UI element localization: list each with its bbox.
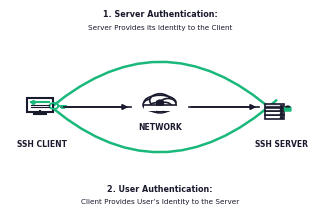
Text: 1. Server Authentication:: 1. Server Authentication: bbox=[103, 10, 217, 19]
Circle shape bbox=[150, 94, 170, 107]
FancyArrowPatch shape bbox=[46, 100, 276, 152]
FancyBboxPatch shape bbox=[27, 98, 53, 112]
FancyBboxPatch shape bbox=[284, 107, 291, 111]
FancyBboxPatch shape bbox=[156, 101, 164, 105]
Text: 2. User Authentication:: 2. User Authentication: bbox=[107, 185, 213, 194]
Text: SSH SERVER: SSH SERVER bbox=[255, 140, 308, 149]
Text: Server Provides its Identity to the Client: Server Provides its Identity to the Clie… bbox=[88, 25, 232, 31]
Text: Client Provides User’s Identity to the Server: Client Provides User’s Identity to the S… bbox=[81, 199, 239, 205]
Circle shape bbox=[158, 102, 172, 112]
Circle shape bbox=[149, 103, 163, 112]
Text: NETWORK: NETWORK bbox=[138, 123, 182, 132]
FancyBboxPatch shape bbox=[265, 104, 284, 107]
Circle shape bbox=[143, 99, 161, 111]
Circle shape bbox=[160, 98, 176, 109]
FancyArrowPatch shape bbox=[44, 62, 274, 114]
FancyBboxPatch shape bbox=[265, 111, 284, 115]
FancyBboxPatch shape bbox=[265, 108, 284, 111]
Text: SSH CLIENT: SSH CLIENT bbox=[17, 140, 67, 149]
FancyBboxPatch shape bbox=[144, 105, 176, 111]
FancyBboxPatch shape bbox=[265, 115, 284, 119]
